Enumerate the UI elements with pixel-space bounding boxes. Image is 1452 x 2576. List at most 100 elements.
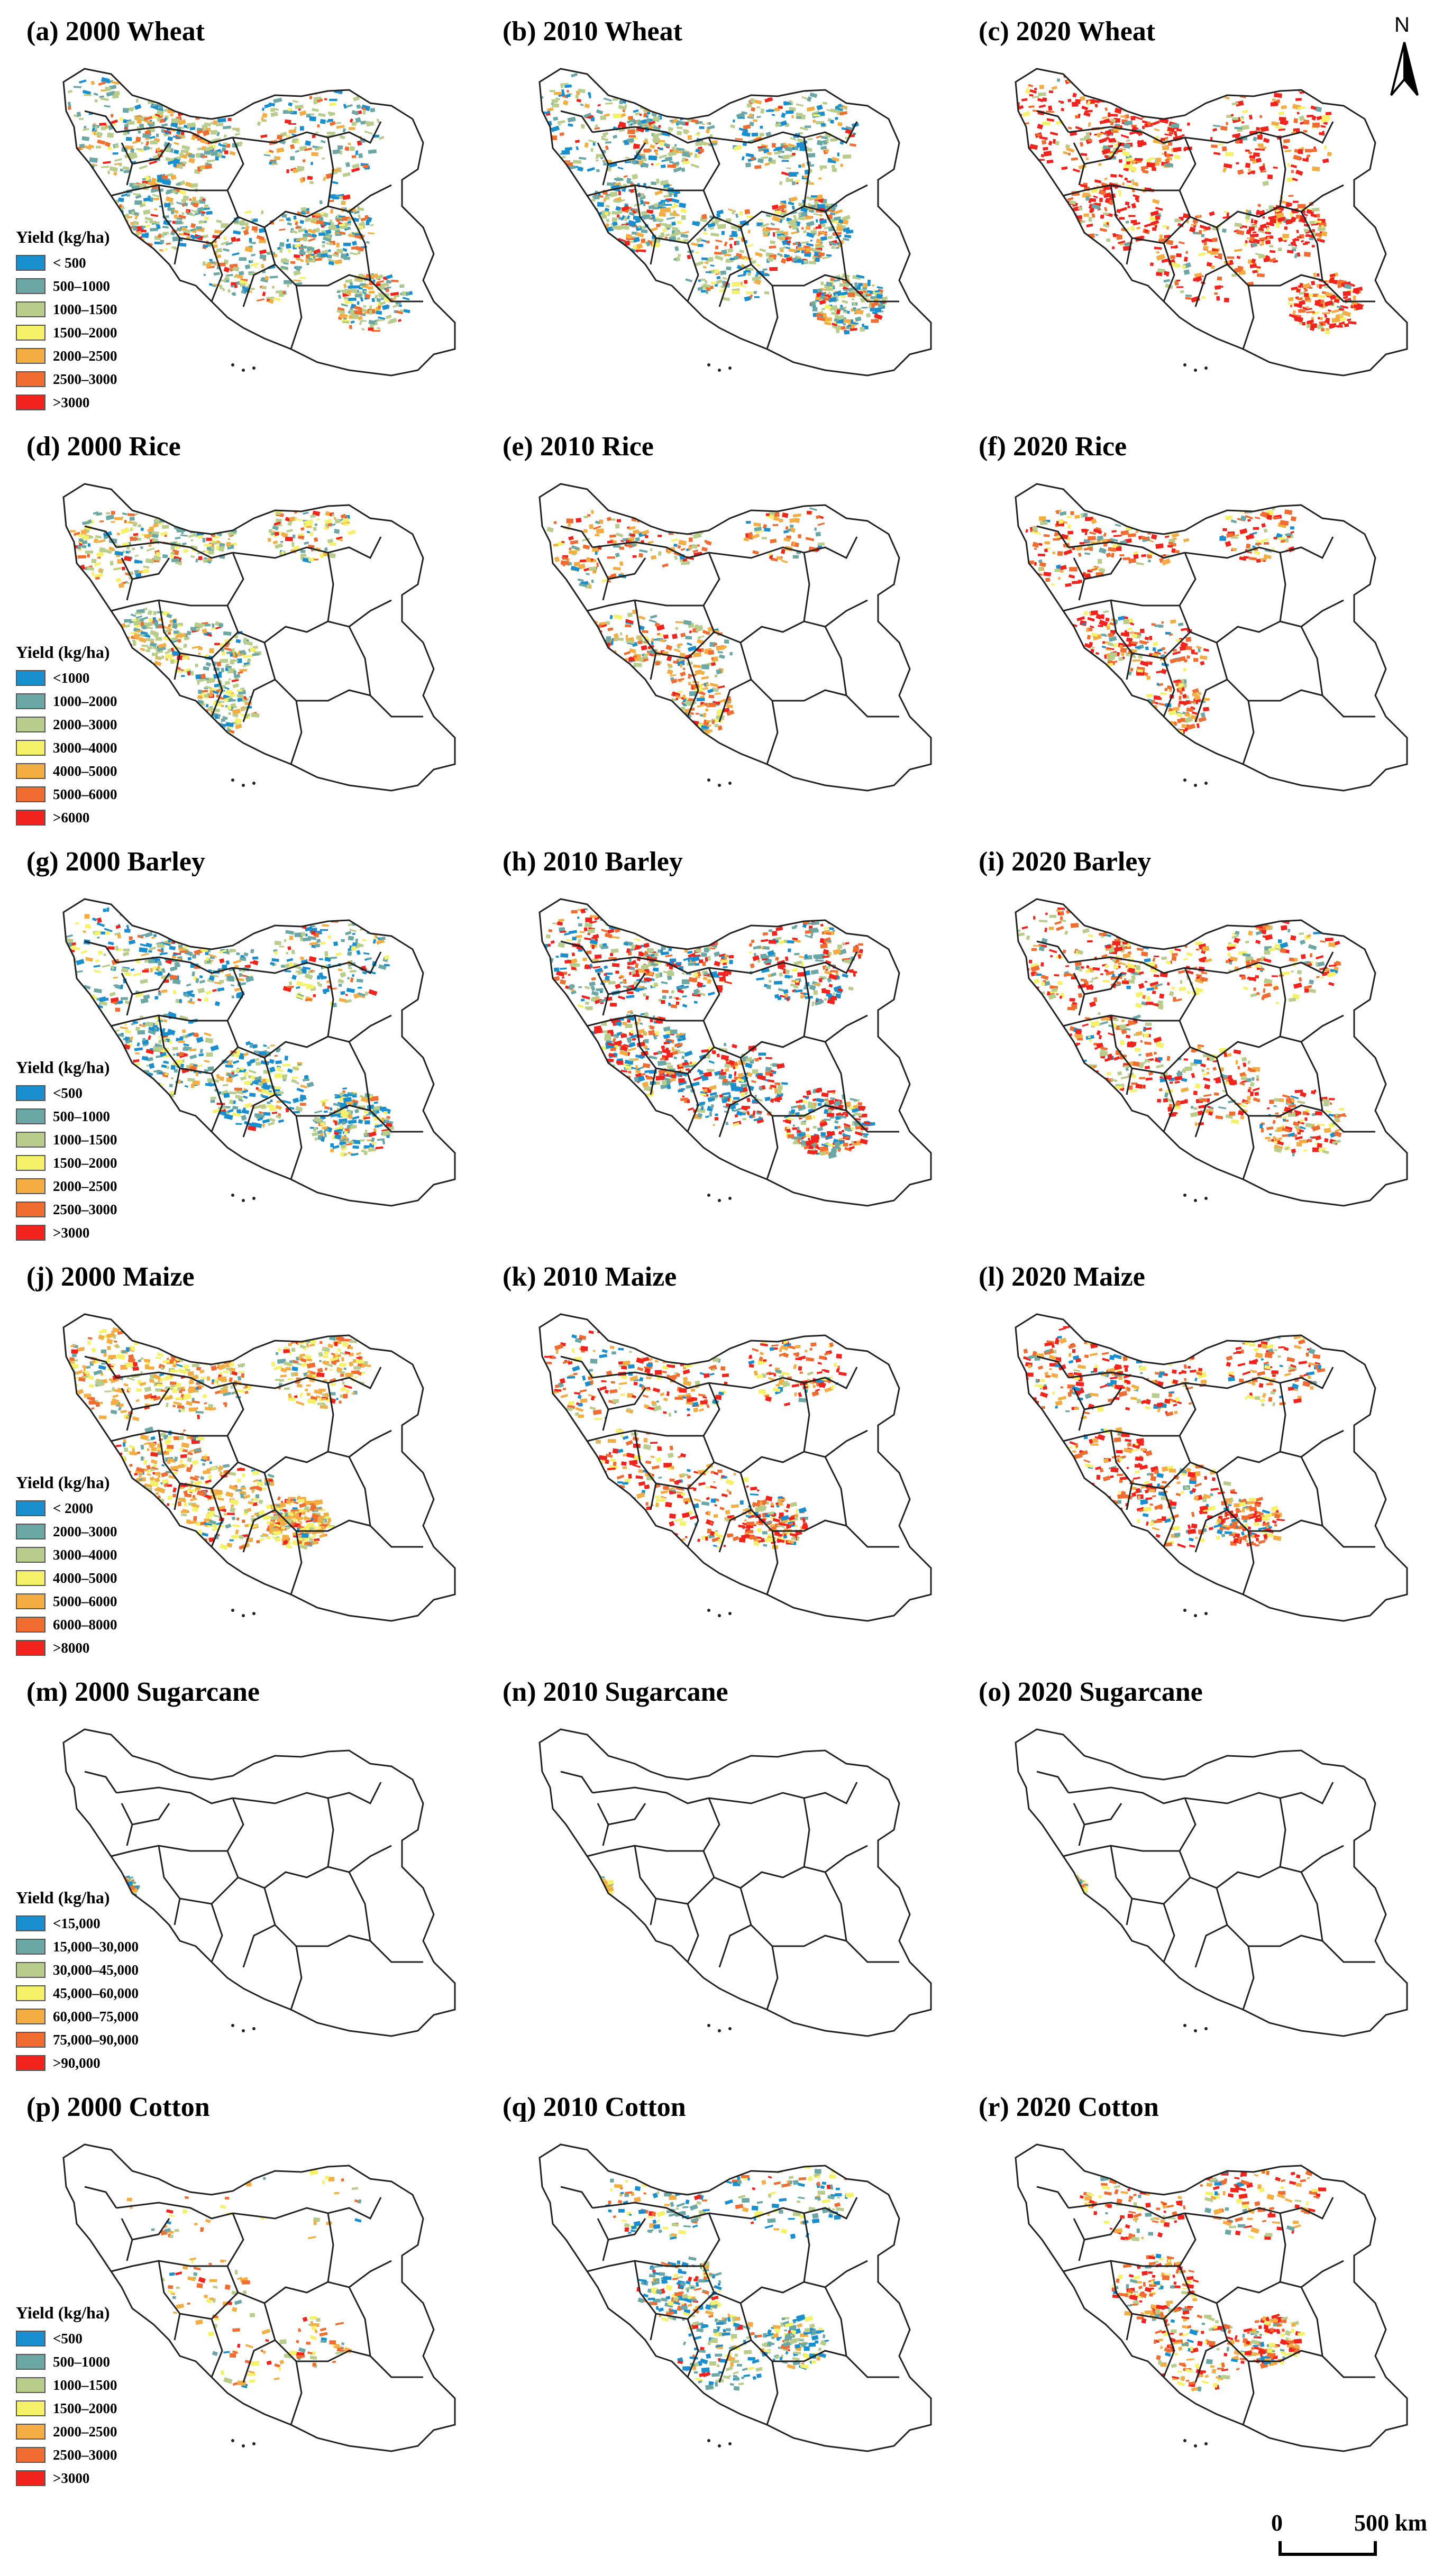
legend-swatch bbox=[16, 2032, 45, 2048]
yield-patches bbox=[1079, 2144, 1326, 2392]
yield-patches bbox=[1016, 1326, 1326, 1548]
yield-map bbox=[538, 1728, 932, 2037]
legend-item: >3000 bbox=[16, 391, 175, 414]
map-panel-sugarcane-2020: (o) 2020 Sugarcane bbox=[973, 1676, 1449, 2094]
legend-label: 3000–4000 bbox=[53, 739, 117, 756]
map-panel-wheat-2010: (b) 2010 Wheat bbox=[497, 16, 973, 434]
legend-item: 2000–2500 bbox=[16, 344, 175, 368]
legend-label: 2500–3000 bbox=[53, 1201, 117, 1217]
legend-swatch bbox=[16, 786, 45, 802]
legend-swatch bbox=[16, 1178, 45, 1194]
legend-item: 75,000–90,000 bbox=[16, 2028, 175, 2051]
panel-title: (m) 2000 Sugarcane bbox=[26, 1677, 260, 1707]
legend-swatch bbox=[16, 2447, 45, 2463]
legend-label: >8000 bbox=[53, 1639, 90, 1656]
legend-wheat: Yield (kg/ha) < 500 500–1000 1000–1500 1500–… bbox=[16, 227, 175, 414]
legend-swatch bbox=[16, 1939, 45, 1955]
legend-label: 2500–3000 bbox=[53, 371, 117, 387]
legend-item: 2500–3000 bbox=[16, 2443, 175, 2467]
legend-item: 2000–3000 bbox=[16, 1520, 175, 1543]
legend-label: 2500–3000 bbox=[53, 2446, 117, 2463]
legend-label: <500 bbox=[53, 1085, 83, 1101]
legend-item: <500 bbox=[16, 2327, 175, 2350]
legend-item: 4000–5000 bbox=[16, 1566, 175, 1590]
legend-label: >3000 bbox=[53, 394, 90, 410]
legend-swatch bbox=[16, 1155, 45, 1171]
panel-title: (l) 2020 Maize bbox=[979, 1262, 1145, 1292]
legend-label: 75,000–90,000 bbox=[53, 2031, 139, 2048]
legend-label: 2000–2500 bbox=[53, 347, 117, 364]
legend-swatch bbox=[16, 2424, 45, 2440]
yield-patches bbox=[64, 905, 395, 1157]
legend-swatch bbox=[16, 740, 45, 756]
legend-swatch bbox=[16, 763, 45, 779]
country-outline bbox=[1015, 68, 1408, 377]
map-panel-barley-2000: (g) 2000 Barley bbox=[21, 846, 497, 1264]
legend-swatch bbox=[16, 325, 45, 341]
legend-label: >6000 bbox=[53, 809, 90, 826]
legend-swatch bbox=[16, 1547, 45, 1563]
legend-swatch bbox=[16, 1593, 45, 1609]
legend-item: 1500–2000 bbox=[16, 2397, 175, 2420]
legend-swatch bbox=[16, 2009, 45, 2024]
legend-swatch bbox=[16, 278, 45, 294]
legend-swatch bbox=[16, 301, 45, 317]
country-outline bbox=[62, 483, 456, 792]
panel-title: (f) 2020 Rice bbox=[979, 432, 1127, 462]
yield-map bbox=[1015, 2143, 1408, 2452]
legend-swatch bbox=[16, 1570, 45, 1586]
legend-item: >3000 bbox=[16, 1221, 175, 1244]
legend-swatch bbox=[16, 1617, 45, 1633]
legend-item: 1000–2000 bbox=[16, 690, 175, 713]
panel-title: (a) 2000 Wheat bbox=[26, 16, 205, 47]
legend-item: 5000–6000 bbox=[16, 783, 175, 806]
legend-label: 5000–6000 bbox=[53, 1593, 117, 1609]
legend-item: < 500 bbox=[16, 251, 175, 274]
country-outline bbox=[538, 1313, 932, 1622]
legend-label: <500 bbox=[53, 2330, 83, 2346]
yield-map bbox=[1015, 1313, 1408, 1622]
legend-item: 2000–2500 bbox=[16, 2420, 175, 2443]
legend-item: 45,000–60,000 bbox=[16, 1982, 175, 2005]
legend-label: 4000–5000 bbox=[53, 763, 117, 779]
panel-title: (b) 2010 Wheat bbox=[503, 16, 682, 47]
legend-swatch bbox=[16, 1500, 45, 1516]
legend-swatch bbox=[16, 371, 45, 387]
legend-label: 1000–1500 bbox=[53, 2377, 117, 2393]
legend-item: < 2000 bbox=[16, 1497, 175, 1520]
panel-title: (q) 2010 Cotton bbox=[503, 2092, 686, 2122]
legend-swatch bbox=[16, 1225, 45, 1241]
yield-map bbox=[62, 2143, 456, 2452]
legend-swatch bbox=[16, 1108, 45, 1124]
panel-title: (i) 2020 Barley bbox=[979, 847, 1152, 877]
legend-item: 60,000–75,000 bbox=[16, 2005, 175, 2028]
legend-swatch bbox=[16, 1985, 45, 2001]
legend-title: Yield (kg/ha) bbox=[16, 1473, 110, 1492]
map-panel-cotton-2010: (q) 2010 Cotton bbox=[497, 2092, 973, 2509]
legend-item: 30,000–45,000 bbox=[16, 1958, 175, 1982]
legend-item: >3000 bbox=[16, 2467, 175, 2490]
country-outline bbox=[62, 1728, 456, 2037]
legend-swatch bbox=[16, 717, 45, 732]
legend-item: >6000 bbox=[16, 806, 175, 829]
map-panel-maize-2020: (l) 2020 Maize bbox=[973, 1261, 1449, 1679]
yield-map bbox=[538, 483, 932, 792]
map-panel-sugarcane-2000: (m) 2000 Sugarcane bbox=[21, 1676, 497, 2094]
legend-label: 1500–2000 bbox=[53, 2400, 117, 2416]
legend-item: 15,000–30,000 bbox=[16, 1935, 175, 1958]
yield-patches bbox=[1016, 907, 1347, 1157]
country-outline bbox=[538, 2143, 932, 2452]
yield-map bbox=[538, 1313, 932, 1622]
legend-item: 500–1000 bbox=[16, 274, 175, 298]
legend-item: 1000–1500 bbox=[16, 2373, 175, 2397]
legend-label: 2000–2500 bbox=[53, 2423, 117, 2440]
panel-title: (n) 2010 Sugarcane bbox=[503, 1677, 728, 1707]
legend-swatch bbox=[16, 255, 45, 271]
panel-title: (d) 2000 Rice bbox=[26, 432, 181, 462]
legend-item: <500 bbox=[16, 1081, 175, 1105]
legend-label: 2000–3000 bbox=[53, 716, 117, 732]
yield-map bbox=[1015, 68, 1408, 377]
legend-item: <1000 bbox=[16, 666, 175, 690]
map-panel-rice-2000: (d) 2000 Rice bbox=[21, 431, 497, 849]
legend-item: 1000–1500 bbox=[16, 1128, 175, 1151]
